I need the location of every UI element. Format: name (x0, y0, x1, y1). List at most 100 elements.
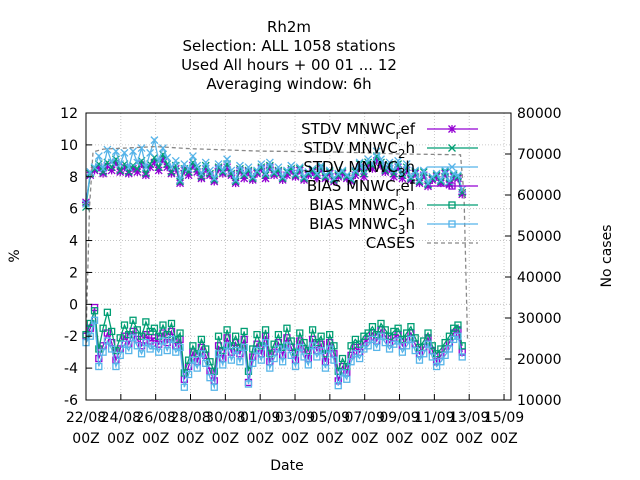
legend-label-tail: ef (400, 120, 415, 138)
data-point (142, 318, 150, 326)
data-point (231, 179, 240, 188)
data-point (432, 362, 441, 371)
data-point (406, 175, 415, 184)
data-point (394, 337, 402, 345)
data-point (150, 342, 159, 350)
data-point (184, 164, 193, 173)
x-tick-label-date: 28/08 (170, 410, 210, 426)
data-point (308, 326, 317, 334)
data-point (437, 358, 445, 366)
data-point (120, 332, 129, 340)
data-point (368, 164, 377, 173)
data-point (351, 166, 360, 175)
data-point (372, 147, 381, 156)
data-point (338, 354, 347, 363)
data-point (94, 163, 103, 172)
data-point (248, 172, 257, 181)
x-tick-label-date: 26/08 (135, 410, 175, 426)
data-point (424, 340, 432, 348)
data-point (180, 383, 188, 391)
y2-axis-ticks: 10000 20000 30000 40000 50000 60000 70000 80000 (505, 106, 562, 409)
data-point (338, 369, 347, 377)
data-point (218, 169, 227, 178)
data-point (265, 158, 274, 167)
data-point (287, 351, 295, 360)
data-point (415, 176, 424, 184)
data-point (287, 166, 296, 175)
y2-tick-label: 60000 (517, 188, 562, 204)
y-tick-label: 6 (69, 202, 78, 218)
data-point (180, 369, 188, 377)
data-point (193, 364, 201, 372)
x-tick-label-date: 15/09 (484, 410, 524, 426)
data-point (112, 362, 120, 371)
data-point (201, 164, 210, 173)
data-point (193, 167, 202, 176)
data-point (398, 169, 407, 178)
data-point (163, 153, 172, 162)
data-point (270, 340, 278, 348)
y2-tick-label: 40000 (517, 270, 562, 286)
data-point (454, 332, 462, 340)
data-point (385, 158, 394, 167)
legend-label-sub: r (396, 128, 401, 142)
data-point (240, 174, 249, 183)
data-point (411, 166, 420, 175)
data-point (449, 172, 458, 181)
data-point (398, 335, 407, 344)
data-point (415, 356, 424, 364)
x-tick-label-date: 05/09 (310, 410, 350, 426)
data-point (313, 353, 321, 361)
legend-marker (448, 125, 456, 133)
data-point (154, 163, 163, 172)
data-point (338, 169, 347, 178)
data-point (351, 350, 359, 358)
series-line (85, 320, 463, 390)
data-point (90, 166, 99, 175)
data-point (282, 171, 291, 180)
legend-label-sub: 2 (398, 204, 406, 218)
data-point (278, 174, 287, 183)
x-tick-label-hour: 00Z (386, 431, 413, 447)
data-point (120, 340, 129, 348)
data-point (359, 172, 368, 181)
data-point (116, 166, 125, 175)
data-point (381, 326, 389, 334)
data-point (381, 338, 389, 347)
x-tick-label-date: 22/08 (66, 410, 106, 426)
data-point (90, 316, 99, 324)
data-point (163, 163, 172, 172)
x-tick-label-hour: 00Z (351, 431, 378, 447)
data-point (261, 174, 270, 183)
legend-marker (448, 220, 456, 228)
data-point (129, 334, 137, 342)
data-point (300, 353, 308, 361)
data-point (248, 174, 257, 183)
series-cases (85, 145, 469, 339)
data-point (355, 158, 364, 167)
data-point (103, 145, 112, 154)
data-point (188, 152, 197, 161)
data-point (103, 329, 112, 337)
data-point (146, 148, 155, 157)
data-point (428, 172, 437, 181)
x-tick-label-date: 30/08 (205, 410, 245, 426)
data-point (133, 326, 141, 334)
data-point (202, 345, 210, 353)
data-point (155, 332, 163, 340)
data-point (458, 190, 467, 199)
data-point (402, 166, 411, 175)
data-point (94, 152, 103, 161)
data-point (312, 174, 321, 183)
x-axis-ticks: 22/0800Z24/0800Z26/0800Z28/0800Z30/0800Z… (66, 394, 524, 447)
data-point (214, 350, 223, 358)
data-point (133, 167, 142, 176)
data-point (107, 158, 116, 167)
data-point (150, 324, 159, 332)
legend-label: BIAS MNWC2h (309, 196, 415, 218)
data-point (291, 169, 300, 178)
y2-tick-label: 70000 (517, 147, 562, 163)
data-point (376, 161, 385, 170)
